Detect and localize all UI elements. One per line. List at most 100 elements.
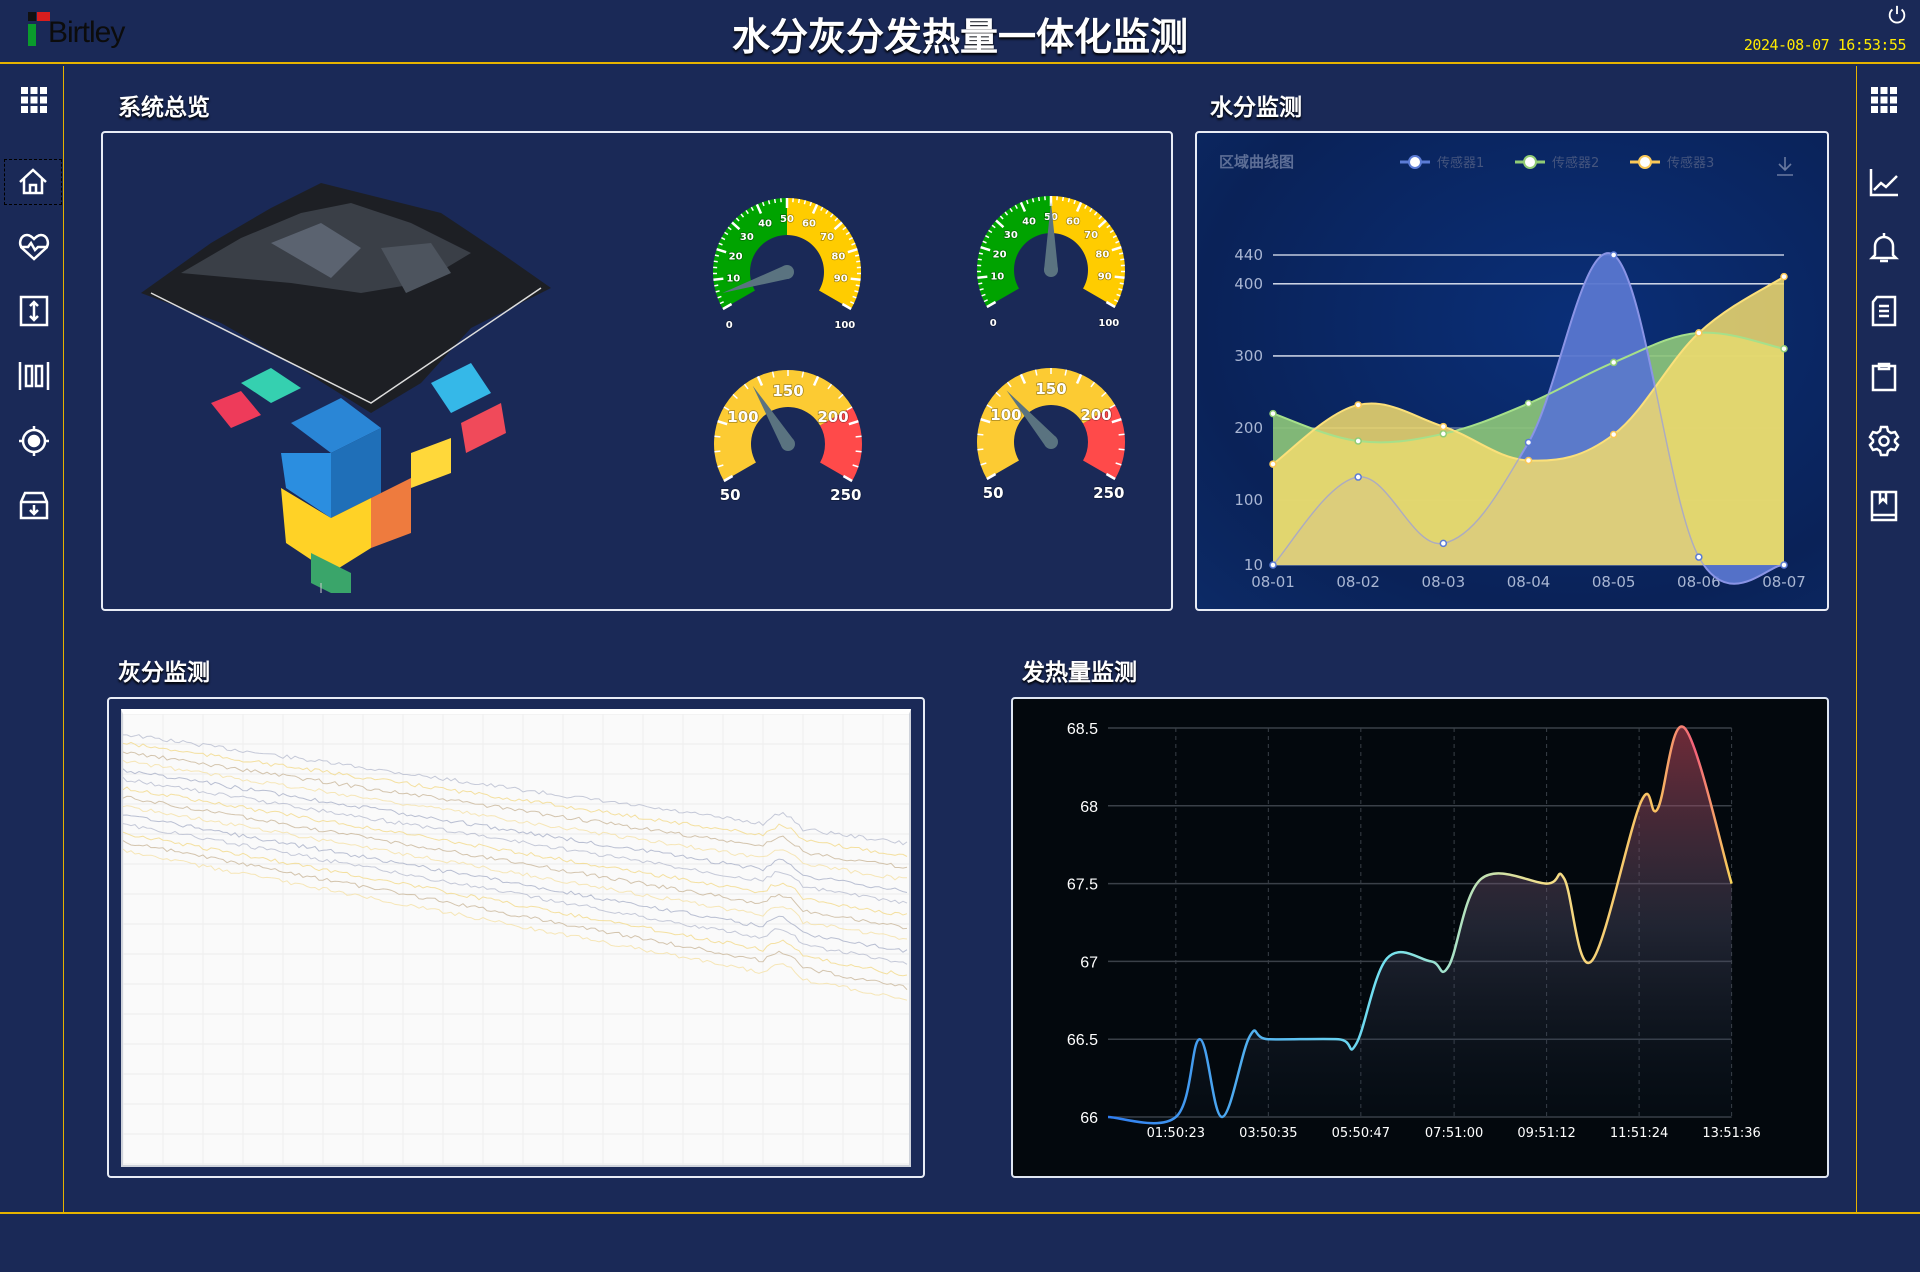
logo bbox=[28, 12, 50, 46]
y-tick-label: 66.5 bbox=[1067, 1032, 1098, 1049]
gauge-tick bbox=[977, 258, 982, 261]
gauge-tick-label: 100 bbox=[990, 406, 1021, 424]
legend-label: 传感器2 bbox=[1552, 155, 1599, 171]
x-tick-label: 08-02 bbox=[1336, 573, 1380, 591]
apps-grid-icon[interactable] bbox=[1862, 78, 1906, 122]
data-point bbox=[1609, 358, 1618, 367]
gauge-needle bbox=[722, 265, 790, 294]
gauge-tick bbox=[995, 391, 1001, 398]
gauge-needle-hub bbox=[1044, 263, 1058, 277]
gauge-tick-label: 20 bbox=[993, 249, 1007, 260]
gauge-tick-label: 150 bbox=[1035, 380, 1066, 398]
archive-download-icon[interactable] bbox=[12, 484, 56, 528]
gauge-tick bbox=[1064, 369, 1068, 376]
gauge-tick bbox=[1118, 288, 1123, 291]
gauge-tick bbox=[1090, 381, 1096, 388]
chart-title: 区域曲线图 bbox=[1219, 153, 1294, 171]
document-icon[interactable] bbox=[1862, 289, 1906, 333]
gauge-tick bbox=[1093, 211, 1098, 216]
gauge-needle bbox=[1006, 390, 1057, 447]
gauge-tick bbox=[761, 201, 765, 207]
gauge-tick bbox=[851, 242, 856, 246]
ash-trend-line bbox=[122, 805, 908, 940]
gauge-tick bbox=[833, 221, 843, 231]
target-icon[interactable] bbox=[12, 419, 56, 463]
gauge-tick-label: 200 bbox=[1080, 406, 1111, 424]
apps-grid-icon[interactable] bbox=[12, 78, 56, 122]
gauge-tick bbox=[1118, 433, 1125, 436]
legend-marker bbox=[1523, 155, 1537, 169]
ash-trend-line bbox=[122, 831, 908, 977]
gauge-tick bbox=[750, 206, 754, 212]
gauge-tick bbox=[811, 203, 819, 215]
data-point bbox=[1439, 422, 1448, 431]
gauge-tick bbox=[717, 419, 728, 426]
gauge-tick bbox=[713, 277, 724, 281]
gauge-tick bbox=[1109, 229, 1114, 234]
gauge-tick bbox=[999, 215, 1004, 220]
gauge-tick bbox=[855, 450, 862, 453]
data-point bbox=[1269, 460, 1277, 468]
data-point bbox=[1354, 473, 1362, 481]
coal-3d-illustration bbox=[141, 183, 551, 593]
gauge-tick bbox=[717, 464, 724, 468]
gauge-tick bbox=[1034, 369, 1038, 376]
gauge-tick bbox=[850, 277, 861, 281]
x-tick-label: 08-03 bbox=[1422, 573, 1466, 591]
bell-icon[interactable] bbox=[1862, 225, 1906, 269]
page-title: 水分灰分发热量一体化监测 bbox=[731, 15, 1188, 59]
vertical-arrows-icon[interactable] bbox=[12, 289, 56, 333]
gauge-tick-label: 10 bbox=[990, 272, 1004, 283]
gauge-tick bbox=[1114, 299, 1119, 303]
gauge-tick bbox=[718, 242, 723, 246]
ash-title: 灰分监测 bbox=[118, 660, 210, 686]
heat-panel: 66 66.5 67 67.5 68 68.5 01:50:23 03:50:35 05:50:… bbox=[1011, 697, 1829, 1178]
gauge-tick bbox=[1061, 196, 1065, 202]
gauge-tick bbox=[1019, 201, 1027, 213]
gauge-tick-label: 100 bbox=[727, 408, 758, 426]
overview-panel: 0 10 20 30 40 50 60 70 80 90 100 0 10 20 30 40 50 60 70 80 9… bbox=[101, 131, 1173, 611]
x-tick-label: 08-01 bbox=[1251, 573, 1295, 591]
power-icon[interactable] bbox=[1886, 4, 1908, 26]
ash-trend-line bbox=[122, 741, 908, 857]
clipboard-icon[interactable] bbox=[1862, 354, 1906, 398]
home-icon[interactable] bbox=[4, 159, 62, 205]
line-chart-icon[interactable] bbox=[1862, 160, 1906, 204]
x-tick-label: 08-07 bbox=[1762, 573, 1806, 591]
data-point bbox=[1609, 251, 1618, 259]
book-icon[interactable] bbox=[1862, 484, 1906, 528]
columns-icon[interactable] bbox=[12, 354, 56, 398]
gauge-tick bbox=[1006, 381, 1012, 388]
ash-trend-line bbox=[122, 823, 908, 965]
gauge-tick-label: 100 bbox=[834, 320, 855, 331]
x-tick-label: 07:51:00 bbox=[1425, 1126, 1483, 1141]
heart-pulse-icon[interactable] bbox=[12, 225, 56, 269]
gauge-tick-label: 80 bbox=[1095, 249, 1109, 260]
y-tick-label: 300 bbox=[1234, 347, 1263, 365]
data-point bbox=[1780, 272, 1788, 281]
gauge-tick bbox=[1019, 373, 1027, 385]
heat-chart: 66 66.5 67 67.5 68 68.5 01:50:23 03:50:35 05:50:… bbox=[1067, 721, 1761, 1141]
y-tick-label: 440 bbox=[1234, 246, 1263, 264]
gauge-tick bbox=[1106, 224, 1111, 229]
gauge-tick bbox=[1115, 462, 1122, 466]
y-tick-label: 67.5 bbox=[1067, 877, 1098, 894]
gauge-tick bbox=[856, 260, 861, 263]
gauge-tick bbox=[991, 224, 996, 229]
gauge-tick bbox=[723, 406, 730, 411]
gear-icon[interactable] bbox=[1862, 419, 1906, 463]
gauge-tick bbox=[1098, 215, 1103, 220]
gauge-tick bbox=[983, 299, 988, 303]
x-tick-label: 05:50:47 bbox=[1332, 1126, 1390, 1141]
gauge-tick-label: 250 bbox=[1093, 484, 1124, 502]
ash-trend-line bbox=[122, 768, 908, 893]
gauge-tick bbox=[1025, 199, 1029, 205]
gauge-tick bbox=[1111, 417, 1122, 424]
gauge-tick-label: 50 bbox=[780, 214, 794, 225]
gauge-tick-label: 80 bbox=[831, 251, 845, 262]
gauge-tick bbox=[977, 433, 984, 436]
data-point bbox=[1695, 329, 1703, 337]
gauge-band bbox=[820, 407, 863, 481]
gauge-tick bbox=[1116, 293, 1121, 297]
gauge-tick bbox=[1120, 258, 1125, 261]
